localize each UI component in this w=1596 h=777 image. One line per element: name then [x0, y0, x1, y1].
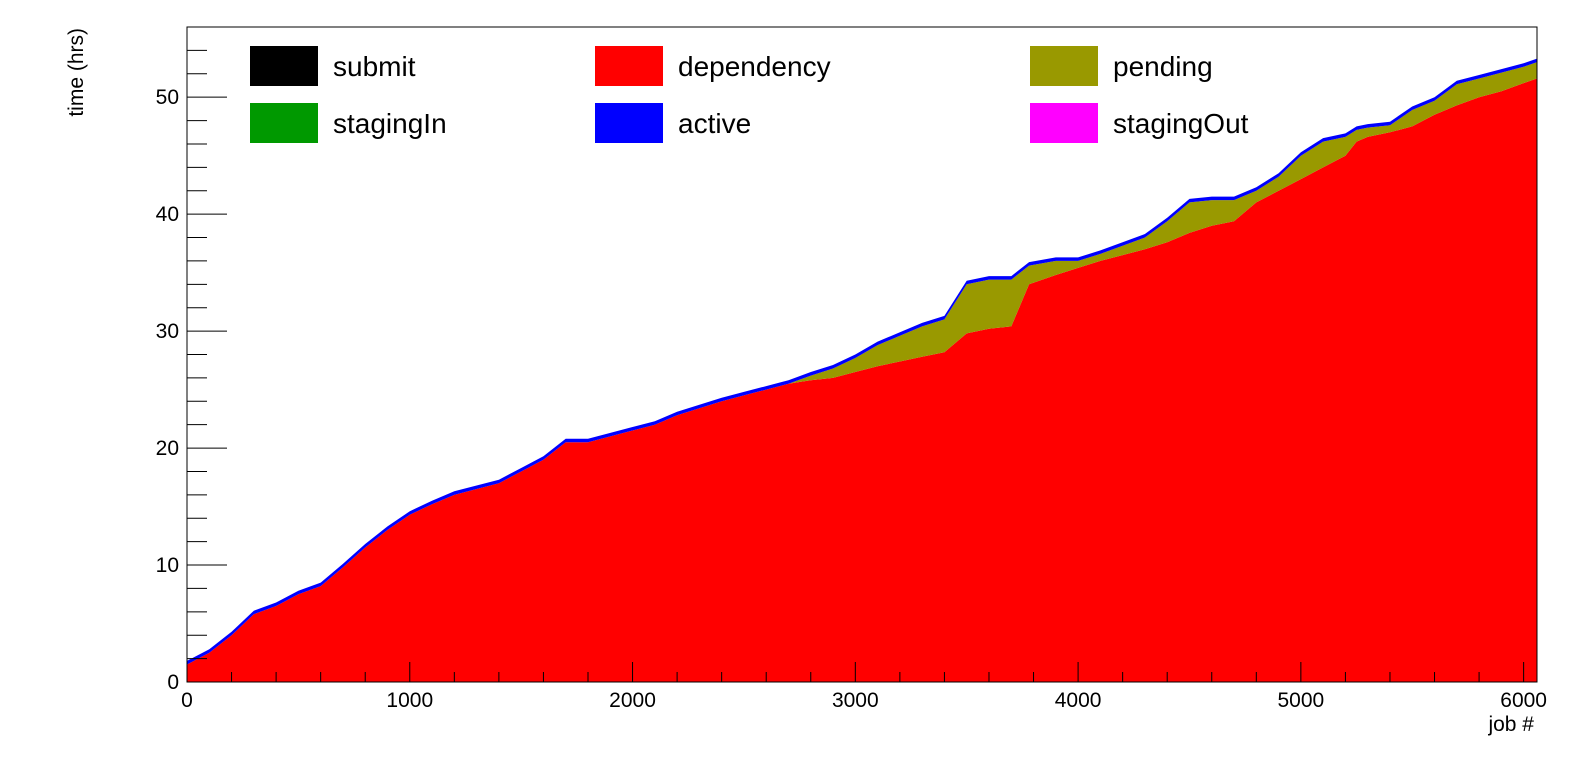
y-tick-label: 10	[156, 554, 179, 577]
legend-label-dependency: dependency	[678, 51, 831, 82]
x-tick-label: 4000	[1055, 689, 1102, 712]
y-tick-label: 40	[156, 203, 179, 226]
x-tick-label: 0	[181, 689, 193, 712]
x-axis-label: job #	[1487, 713, 1534, 736]
legend-label-active: active	[678, 108, 751, 139]
legend-swatch-active	[595, 103, 663, 143]
legend-swatch-submit	[250, 46, 318, 86]
y-tick-label: 30	[156, 320, 179, 343]
legend-label-stagingOut: stagingOut	[1113, 108, 1249, 139]
y-tick-label: 0	[167, 671, 179, 694]
x-tick-label: 5000	[1278, 689, 1325, 712]
x-tick-label: 2000	[609, 689, 656, 712]
y-tick-label: 50	[156, 86, 179, 109]
series-area-pending	[187, 62, 1537, 665]
legend: submit dependency pending stagingIn active st…	[250, 46, 1249, 143]
x-tick-label: 6000	[1500, 689, 1547, 712]
legend-label-stagingIn: stagingIn	[333, 108, 447, 139]
series-area-dependency	[187, 78, 1537, 682]
axes-group: 0 1000 2000 3000 4000 5000 6000 0 10 20 30 40 50	[156, 26, 1547, 712]
legend-swatch-stagingOut	[1030, 103, 1098, 143]
y-axis-label: time (hrs)	[65, 28, 88, 117]
x-tick-label: 3000	[832, 689, 879, 712]
legend-swatch-pending	[1030, 46, 1098, 86]
legend-label-submit: submit	[333, 51, 416, 82]
legend-swatch-stagingIn	[250, 103, 318, 143]
x-tick-label: 1000	[386, 689, 433, 712]
series-group	[187, 58, 1537, 682]
y-tick-label: 20	[156, 437, 179, 460]
legend-swatch-dependency	[595, 46, 663, 86]
legend-label-pending: pending	[1113, 51, 1213, 82]
